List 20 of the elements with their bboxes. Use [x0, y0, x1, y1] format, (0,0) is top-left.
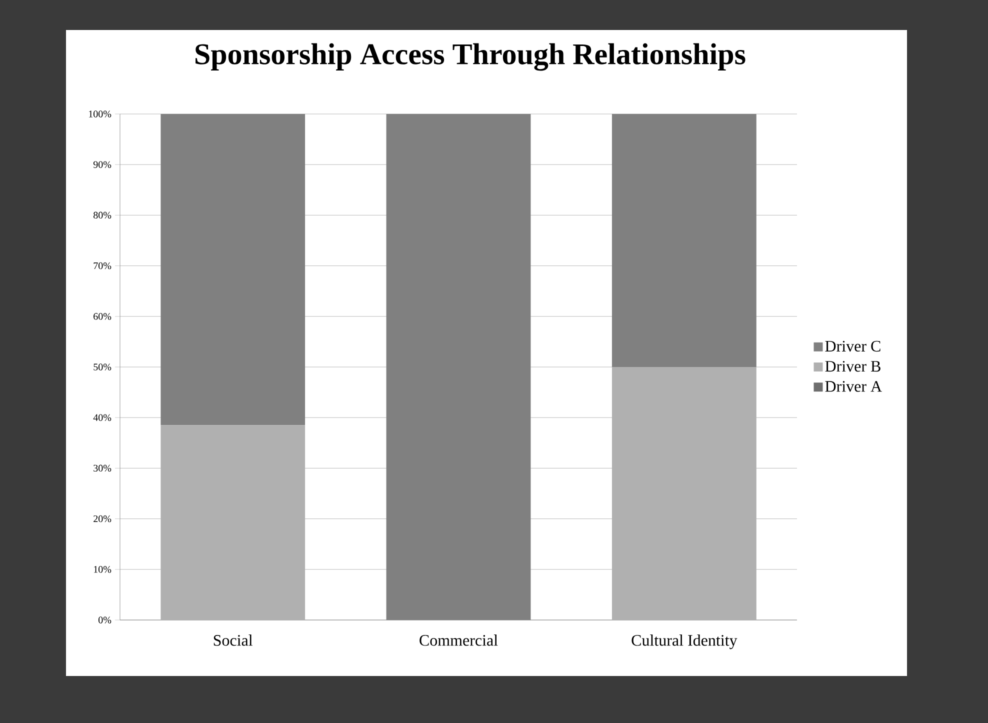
y-tick-label: 60% [94, 313, 112, 320]
y-tick-label: 20% [94, 515, 112, 522]
y-tick-label: 30% [94, 464, 112, 472]
y-tick-label: 0% [98, 616, 112, 624]
bar [612, 114, 756, 367]
x-tick-label: Social [214, 634, 253, 646]
x-tick-label: Cultural Identity [632, 634, 738, 650]
x-tick-label: Commercial [420, 634, 498, 646]
legend-label: Driver A [825, 381, 882, 392]
y-tick-label: 10% [94, 566, 112, 573]
legend-label: Driver B [825, 360, 880, 372]
y-tick-label: 50% [94, 364, 112, 370]
y-tick-label: 80% [94, 212, 112, 219]
y-tick-label: 40% [93, 414, 112, 421]
y-tick-label: 70% [94, 262, 112, 270]
bar [160, 114, 306, 426]
y-tick-label: 90% [93, 161, 112, 168]
y-tick-label: 100% [89, 110, 112, 118]
chart-title: Sponsorship Access Through Relationships [196, 43, 746, 71]
legend-label: Driver C [825, 340, 880, 352]
